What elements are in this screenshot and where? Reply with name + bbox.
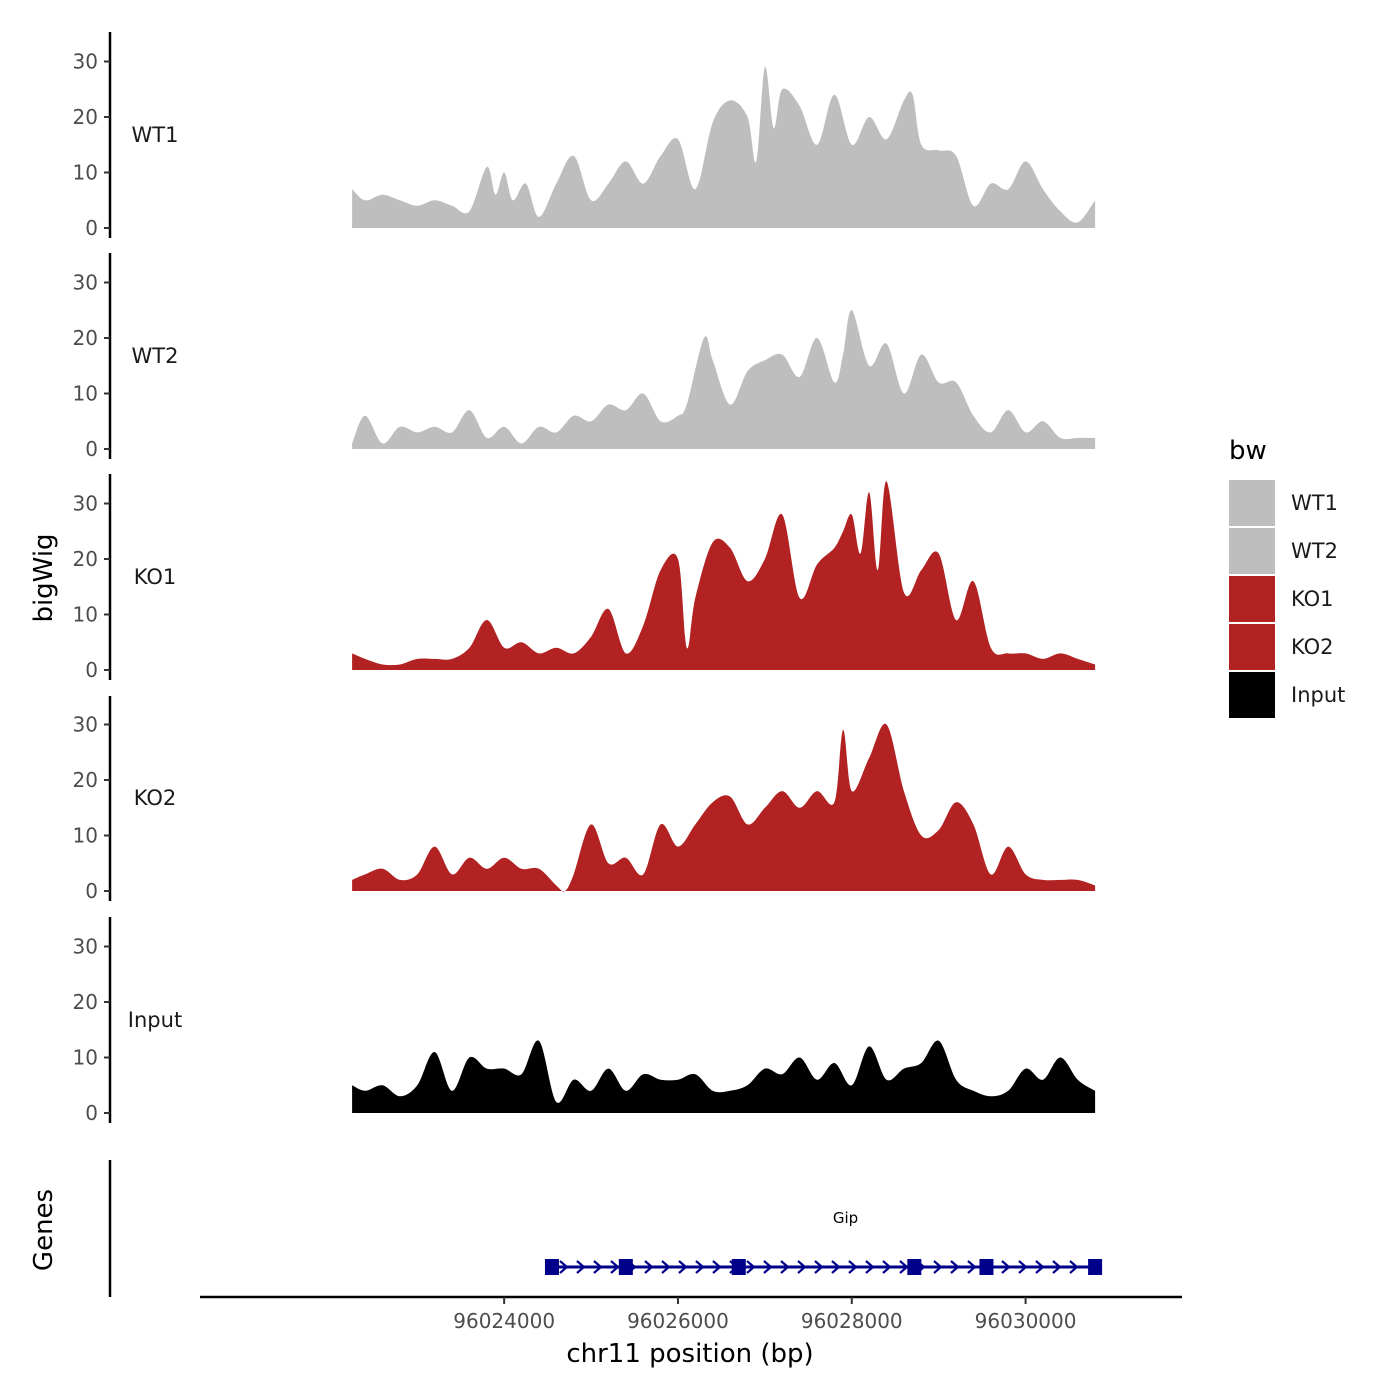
strand-arrow [763,1260,773,1274]
x-tick-label: 96026000 [627,1309,729,1333]
strand-arrow [865,1260,875,1274]
track-label: WT2 [132,344,179,368]
y-tick-label: 0 [85,879,98,903]
gene-exon [907,1259,922,1275]
y-tick-label: 0 [85,216,98,240]
strand-arrow [797,1260,807,1274]
track-area-wt1 [352,66,1096,228]
track-label: WT1 [132,123,179,147]
y-tick-label: 10 [73,824,98,848]
y-tick-label: 20 [73,768,98,792]
strand-arrow [678,1260,688,1274]
strand-arrow [746,1260,756,1274]
track-wt2: 0 10 20 30 WT2 [73,253,1096,461]
genes-axis-title: Genes [29,1189,59,1271]
strand-arrow [1001,1260,1011,1274]
strand-arrow [814,1260,824,1274]
y-tick-label: 30 [73,50,98,74]
strand-arrow [576,1260,586,1274]
y-tick-label: 10 [73,161,98,185]
strand-arrow [831,1260,841,1274]
y-tick-label: 30 [73,713,98,737]
y-tick-label: 30 [73,492,98,516]
strand-arrow [882,1260,892,1274]
track-label: Input [128,1008,182,1032]
legend-swatch-ko2 [1229,624,1275,670]
track-area-ko2 [352,723,1096,892]
gene-name-label: Gip [833,1209,858,1227]
legend-title: bw [1229,436,1267,466]
strand-arrow [644,1260,654,1274]
strand-arrow [559,1260,569,1274]
legend-label-input: Input [1291,683,1345,707]
legend-swatch-ko1 [1229,576,1275,622]
y-tick-label: 20 [73,547,98,571]
x-tick-label: 96030000 [975,1309,1077,1333]
track-ko2: 0 10 20 30 KO2 [73,696,1096,903]
strand-arrow [899,1260,909,1274]
track-area-input [352,1040,1096,1113]
track-ko1: 0 10 20 30 KO1 [73,474,1096,682]
track-wt1: 0 10 20 30 WT1 [73,32,1096,240]
x-tick-label: 96028000 [801,1309,903,1333]
strand-arrow [661,1260,671,1274]
strand-arrow [933,1260,943,1274]
strand-arrow [1018,1260,1028,1274]
gene-track: Gip [108,1160,1103,1297]
y-tick-label: 20 [73,326,98,350]
y-tick-label: 30 [73,271,98,295]
tracks-layer: 0 10 20 30 WT1 0 10 20 30 WT2 0 10 20 30 KO1 0 10 20 30 KO2… [73,32,1096,1125]
legend-label-wt1: WT1 [1291,491,1338,515]
legend-swatch-wt2 [1229,528,1275,574]
y-tick-label: 10 [73,1046,98,1070]
legend: WT1 WT2 KO1 KO2 Input [1229,480,1345,718]
y-tick-label: 20 [73,990,98,1014]
strand-arrow [1069,1260,1079,1274]
y-tick-label: 30 [73,935,98,959]
gene-exon [979,1259,994,1275]
strand-arrow [695,1260,705,1274]
strand-arrow [593,1260,603,1274]
legend-swatch-input [1229,672,1275,718]
legend-label-ko1: KO1 [1291,587,1334,611]
track-area-ko1 [352,481,1096,670]
y-tick-label: 0 [85,658,98,682]
x-axis-title: chr11 position (bp) [566,1339,813,1369]
track-label: KO1 [134,565,177,589]
y-tick-label: 10 [73,603,98,627]
track-input: 0 10 20 30 Input [73,917,1096,1125]
strand-arrow [950,1260,960,1274]
gene-exon [731,1259,746,1275]
gene-exon [1088,1259,1103,1275]
legend-label-ko2: KO2 [1291,635,1334,659]
y-tick-label: 10 [73,382,98,406]
strand-arrow [780,1260,790,1274]
gene-exon [544,1259,559,1275]
y-tick-label: 20 [73,105,98,129]
track-area-wt2 [352,310,1096,449]
strand-arrow [712,1260,722,1274]
y-tick-label: 0 [85,1101,98,1125]
y-axis-title: bigWig [29,533,59,622]
strand-arrow [610,1260,620,1274]
x-axis: 96024000 96026000 96028000 96030000 [200,1295,1182,1333]
strand-arrow [848,1260,858,1274]
x-tick-label: 96024000 [453,1309,555,1333]
legend-label-wt2: WT2 [1291,539,1338,563]
strand-arrow [1035,1260,1045,1274]
legend-swatch-wt1 [1229,480,1275,526]
strand-arrow [967,1260,977,1274]
strand-arrow [1052,1260,1062,1274]
gene-exon [618,1259,633,1275]
track-label: KO2 [134,786,177,810]
y-tick-label: 0 [85,437,98,461]
